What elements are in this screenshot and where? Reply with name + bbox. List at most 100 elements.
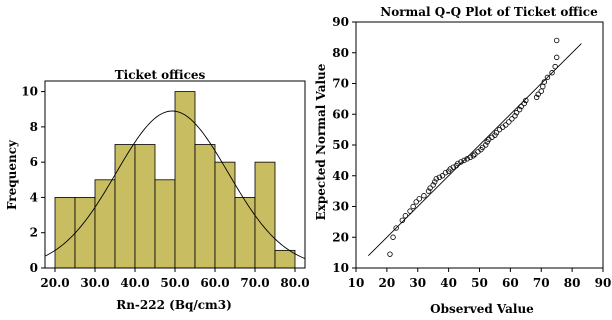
histogram-bar-0 (54, 197, 76, 269)
histogram-panel: Ticket offices Frequency Rn-222 (Bq/cm3)… (5, 68, 310, 312)
qq-plot-panel: Normal Q-Q Plot of Ticket office Expecte… (314, 5, 611, 316)
histogram-x-tick-label-0: 20.0 (40, 276, 69, 290)
qq-point-38 (496, 126, 503, 133)
qq-point-57 (553, 54, 560, 61)
qq-point-32 (482, 142, 489, 148)
qq-point-37 (493, 129, 500, 136)
histogram-y-tick-label-5: 10 (21, 85, 38, 99)
normal-curve (44, 110, 306, 259)
qq-point-16 (439, 173, 446, 179)
qq-point-55 (549, 70, 555, 76)
qq-y-tick-label-1: 20 (332, 230, 349, 244)
qq-y-tick-label-6: 70 (332, 77, 349, 91)
qq-point-46 (518, 103, 524, 110)
qq-y-tick-label-5: 60 (332, 107, 349, 121)
histogram-bar-10 (254, 161, 276, 269)
qq-point-11 (427, 185, 433, 191)
qq-point-53 (541, 79, 548, 85)
qq-point-6 (410, 203, 416, 210)
qq-point-40 (503, 122, 509, 128)
histogram-x-tick-label-1: 30.0 (80, 276, 109, 290)
histogram-x-tick-label-5: 70.0 (240, 276, 269, 290)
histogram-title: Ticket offices (115, 68, 206, 82)
qq-point-54 (544, 74, 551, 81)
histogram-y-ticks: 0 2 4 6 8 10 (21, 85, 45, 275)
histogram-x-axis-label: Rn-222 (Bq/cm3) (116, 298, 232, 312)
histogram-bar-3 (114, 144, 136, 269)
qq-point-5 (407, 208, 413, 214)
qq-point-7 (413, 199, 419, 205)
histogram-y-axis-label: Frequency (5, 139, 19, 210)
qq-reference-line (368, 43, 582, 257)
qq-point-9 (421, 193, 427, 199)
qq-x-tick-label-7: 80 (564, 276, 581, 290)
qq-point-22 (455, 160, 461, 167)
qq-point-42 (509, 116, 515, 122)
qq-point-27 (470, 153, 477, 159)
histogram-bar-2 (94, 179, 116, 269)
qq-point-44 (513, 110, 520, 116)
qq-point-0 (387, 251, 393, 257)
qq-point-24 (461, 157, 467, 164)
qq-point-8 (416, 196, 422, 202)
qq-point-12 (430, 182, 436, 188)
qq-point-56 (552, 63, 558, 70)
histogram-x-tick-label-2: 40.0 (120, 276, 149, 290)
qq-y-tick-label-8: 90 (332, 15, 349, 29)
histogram-bar-9 (234, 197, 256, 269)
qq-x-tick-label-8: 90 (595, 276, 612, 290)
qq-reference-line-segment (368, 43, 582, 257)
qq-y-tick-label-2: 30 (332, 200, 349, 214)
qq-point-49 (533, 94, 540, 101)
qq-point-13 (432, 179, 438, 185)
qq-point-51 (538, 88, 544, 94)
histogram-bar-7 (194, 144, 216, 269)
qq-point-15 (436, 174, 443, 180)
qq-point-48 (523, 97, 529, 104)
qq-point-43 (512, 113, 518, 119)
histogram-bar-6 (174, 91, 196, 269)
histogram-y-tick-label-2: 4 (30, 190, 38, 204)
qq-y-tick-label-7: 80 (332, 46, 349, 60)
histogram-y-tick-label-3: 6 (30, 155, 38, 169)
qq-y-axis-label: Expected Normal Value (314, 63, 328, 220)
qq-point-20 (450, 164, 456, 170)
histogram-x-tick-label-6: 80.0 (280, 276, 309, 290)
qq-point-41 (506, 119, 512, 125)
qq-x-ticks: 10 20 30 40 50 60 70 80 90 (348, 268, 612, 290)
histogram-x-ticks: 20.0 30.0 40.0 50.0 60.0 70.0 80.0 (40, 268, 310, 290)
qq-point-1 (390, 234, 396, 240)
qq-x-tick-label-0: 10 (348, 276, 365, 290)
qq-y-ticks: 10 20 30 40 50 60 70 80 90 (332, 15, 356, 275)
histogram-y-tick-label-0: 0 (30, 261, 38, 275)
histogram-bars (54, 91, 296, 269)
qq-point-17 (442, 169, 449, 176)
qq-point-25 (464, 156, 470, 162)
qq-point-10 (425, 188, 432, 194)
qq-y-tick-label-0: 10 (332, 261, 349, 275)
histogram-bar-5 (154, 179, 176, 269)
qq-x-tick-label-5: 60 (502, 276, 519, 290)
qq-points (387, 37, 560, 257)
histogram-y-tick-label-1: 2 (30, 226, 38, 240)
qq-plot-title: Normal Q-Q Plot of Ticket office (380, 5, 598, 19)
qq-point-3 (399, 217, 406, 224)
qq-y-tick-label-3: 40 (332, 169, 349, 183)
normal-curve-line (44, 110, 306, 259)
qq-point-14 (433, 176, 439, 182)
qq-point-50 (535, 91, 541, 97)
histogram-bar-1 (74, 197, 96, 269)
qq-x-tick-label-4: 50 (471, 276, 488, 290)
qq-point-45 (516, 106, 523, 113)
qq-point-52 (540, 83, 546, 90)
qq-point-26 (467, 154, 473, 160)
qq-x-tick-label-6: 70 (533, 276, 550, 290)
qq-x-tick-label-2: 30 (409, 276, 426, 290)
qq-x-tick-label-3: 40 (440, 276, 457, 290)
histogram-x-tick-label-3: 50.0 (160, 276, 189, 290)
qq-y-tick-label-4: 50 (332, 138, 349, 152)
histogram-y-tick-label-4: 8 (30, 120, 38, 134)
qq-point-58 (553, 37, 560, 44)
histogram-bar-11 (274, 249, 296, 269)
